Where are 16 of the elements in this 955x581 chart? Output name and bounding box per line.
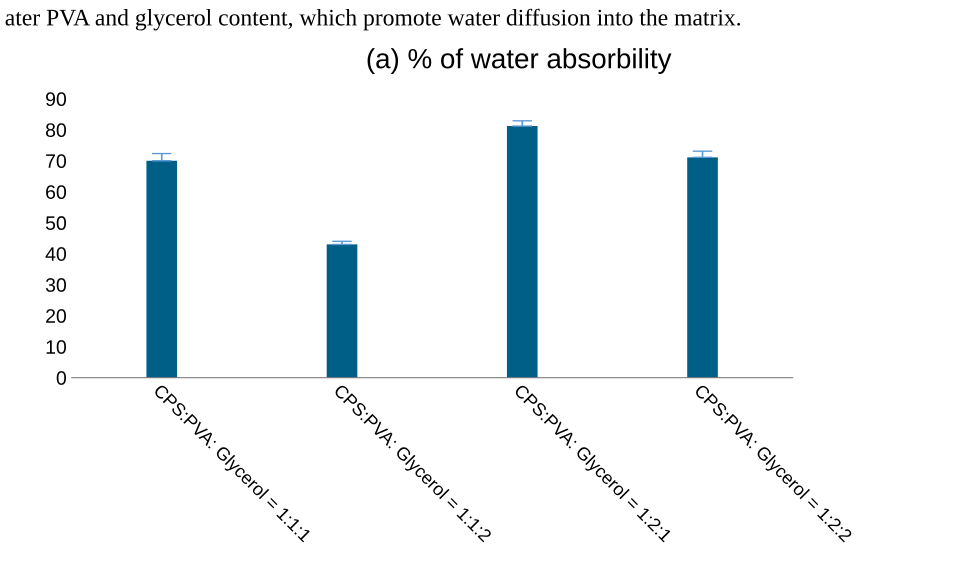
y-tick-label: 70 <box>46 154 66 168</box>
y-tick-label: 80 <box>46 123 66 137</box>
y-tick-label: 50 <box>46 216 66 230</box>
bar <box>506 126 538 378</box>
y-tick-label: 30 <box>46 278 66 292</box>
y-tick-label: 20 <box>46 309 66 323</box>
bar <box>326 244 358 378</box>
y-tick-label: 90 <box>46 92 66 106</box>
bar <box>146 160 178 378</box>
text: ater PVA and glycerol content, which promote water diffusion into the matrix. <box>6 8 740 30</box>
y-tick-label: 40 <box>46 247 66 261</box>
bar <box>687 157 718 378</box>
y-tick-label: 0 <box>56 371 66 385</box>
chart-title: (a) % of water absorbility <box>368 48 672 74</box>
y-tick-label: 60 <box>46 185 66 199</box>
y-tick-label: 10 <box>46 340 66 354</box>
